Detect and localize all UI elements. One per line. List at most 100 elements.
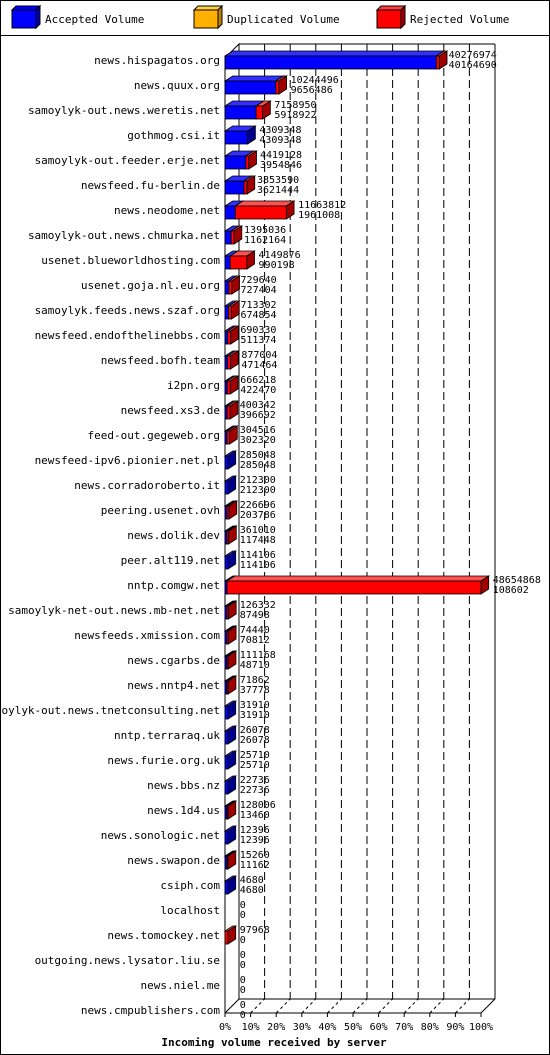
value-total: 304516 <box>240 425 276 436</box>
value-total: 128006 <box>240 800 276 811</box>
bar-rejected <box>225 375 240 395</box>
value-total: 877004 <box>241 350 277 361</box>
bar-rejected <box>225 675 238 695</box>
x-tick-label: 80% <box>421 1022 439 1033</box>
bar-rejected <box>227 300 241 320</box>
x-tick-label: 60% <box>370 1022 388 1033</box>
bar-rejected-side <box>229 425 238 445</box>
value-total: 71862 <box>240 675 270 686</box>
value-total: 713302 <box>240 300 276 311</box>
value-total: 1395036 <box>244 225 286 236</box>
bar-group <box>223 875 238 895</box>
value-accepted: 396692 <box>240 410 276 421</box>
bar-group <box>223 175 257 195</box>
bar-rejected <box>225 500 239 520</box>
bars <box>223 50 491 945</box>
bar-rejected-side <box>227 650 237 670</box>
x-tick-label: 20% <box>267 1022 285 1033</box>
bar-rejected-side <box>278 75 288 95</box>
bar-rejected-side <box>227 925 237 945</box>
legend: Accepted Volume Duplicated Volume Reject… <box>10 4 509 30</box>
server-label: news.quux.org <box>134 79 220 92</box>
bar-rejected-side <box>230 325 239 345</box>
legend-label-accepted: Accepted Volume <box>45 13 144 26</box>
grid-floor-corner <box>480 998 496 1014</box>
value-accepted: 0 <box>240 985 246 996</box>
server-labels: news.hispagatos.org news.quux.org samoylyk… <box>0 54 220 1017</box>
bar-rejected <box>225 575 491 595</box>
bar-accepted <box>223 875 238 895</box>
bar-rejected-side <box>438 50 448 70</box>
bar-accepted <box>223 125 257 145</box>
bar-rejected-face <box>275 80 280 95</box>
bar-rejected-side <box>228 600 237 620</box>
value-total: 111168 <box>240 650 276 661</box>
bar-rejected-face <box>230 230 235 245</box>
value-total: 0 <box>240 950 246 961</box>
bar-group <box>223 650 238 670</box>
x-tick-label: 90% <box>446 1022 464 1033</box>
value-accepted: 70812 <box>240 635 270 646</box>
bar-rejected <box>225 650 238 670</box>
value-accepted: 471464 <box>241 360 277 371</box>
value-accepted: 422470 <box>240 385 276 396</box>
value-accepted: 114106 <box>240 560 276 571</box>
bar-accepted-face <box>224 455 229 470</box>
bar-rejected-face <box>224 930 229 945</box>
bar-group <box>223 425 239 445</box>
value-accepted: 25710 <box>240 760 270 771</box>
value-accepted: 9656486 <box>291 85 333 96</box>
bar-group <box>223 400 240 420</box>
value-accepted: 203786 <box>240 510 276 521</box>
value-accepted: 3954846 <box>260 160 302 171</box>
bar-rejected-side <box>229 400 239 420</box>
bar-accepted-face <box>224 105 257 120</box>
value-accepted: 40164690 <box>449 60 497 71</box>
bar-group <box>223 800 238 820</box>
server-label: peer.alt119.net <box>121 554 220 567</box>
bar-accepted <box>223 750 238 770</box>
value-total: 74440 <box>240 625 270 636</box>
bar-rejected <box>254 100 272 120</box>
bar-group <box>223 300 241 320</box>
value-accepted: 990198 <box>259 260 295 271</box>
bar-rejected <box>223 925 238 945</box>
bar-accepted-face <box>224 230 232 245</box>
bar-rejected <box>242 175 257 195</box>
bar-accepted-side <box>247 125 256 145</box>
bar-accepted-face <box>224 480 229 495</box>
server-label: csiph.com <box>160 879 220 892</box>
value-total: 666218 <box>240 375 276 386</box>
server-label: news.tomockey.net <box>107 929 220 942</box>
bar-group <box>223 250 256 270</box>
bar-accepted-side <box>227 725 237 745</box>
value-total: 4680 <box>240 875 264 886</box>
server-label: gothmog.csi.it <box>127 129 220 142</box>
value-total: 40276974 <box>449 50 497 61</box>
bar-rejected-side <box>233 225 243 245</box>
bar-group <box>223 150 258 170</box>
bar-group <box>223 850 238 870</box>
bar-group <box>223 100 272 120</box>
bar-group <box>223 75 288 95</box>
bar-accepted <box>223 50 446 70</box>
x-tick-label: 30% <box>293 1022 311 1033</box>
server-label: samoylyk-out.news.tnetconsulting.net <box>0 704 220 717</box>
x-tick-label: 10% <box>242 1022 260 1033</box>
bar-group <box>223 125 257 145</box>
bar-accepted-face <box>224 280 230 295</box>
bar-accepted <box>223 700 238 720</box>
bar-rejected-side <box>228 525 237 545</box>
bar-group <box>223 700 238 720</box>
bar-group <box>223 325 240 345</box>
legend-swatch-accepted <box>10 4 42 30</box>
value-accepted: 5918922 <box>274 110 316 121</box>
value-total: 48654868 <box>493 575 541 586</box>
bar-group <box>223 375 240 395</box>
bar-rejected-face <box>226 380 231 395</box>
bar-accepted-face <box>224 880 229 895</box>
bar-rejected-face <box>245 155 250 170</box>
